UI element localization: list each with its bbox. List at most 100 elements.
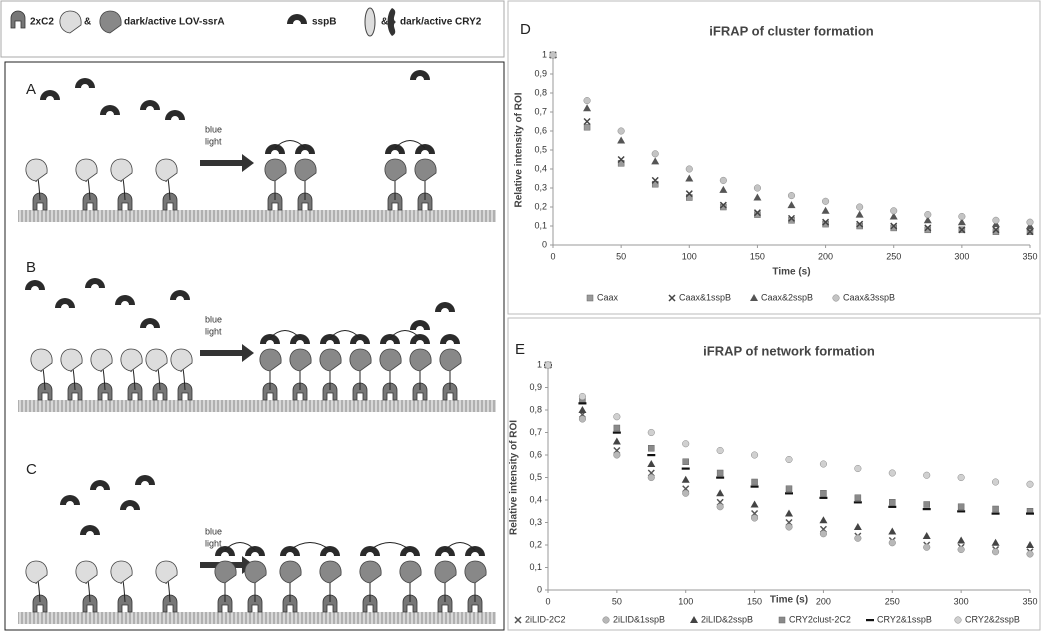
lov-protein	[170, 348, 193, 372]
cry2-shape	[364, 7, 376, 37]
x-tick-label: 350	[1022, 251, 1037, 261]
point	[1026, 480, 1034, 488]
chart-title: iFRAP of cluster formation	[709, 23, 874, 38]
point	[648, 445, 655, 452]
sspb	[115, 295, 135, 305]
point	[716, 503, 724, 511]
sspb	[55, 298, 75, 308]
legend-label: dark/active CRY2	[400, 17, 482, 28]
y-tick-label: 0,9	[529, 382, 542, 392]
point	[1026, 550, 1034, 558]
c2-domain	[37, 382, 53, 401]
c2-domain	[322, 382, 338, 401]
linker	[269, 330, 301, 339]
y-tick-label: 0,2	[529, 539, 542, 549]
y-tick-label: 0,5	[534, 144, 547, 154]
point	[992, 478, 1000, 486]
point	[822, 220, 829, 228]
point	[1026, 541, 1034, 548]
c2-domain	[127, 382, 143, 401]
lov-protein	[294, 158, 317, 182]
sspb	[435, 546, 455, 556]
diagram-box	[4, 61, 505, 631]
c2-domain	[402, 594, 418, 613]
point	[651, 176, 659, 184]
sspb	[410, 334, 430, 344]
x-tick-label: 150	[750, 251, 765, 261]
y-tick-label: 1	[537, 359, 542, 369]
point	[544, 361, 552, 369]
linker	[389, 330, 421, 339]
sspb	[120, 500, 140, 510]
sspb	[75, 78, 95, 88]
point	[720, 203, 727, 211]
point	[578, 402, 587, 405]
legend-label: 2xC2	[30, 17, 54, 28]
point	[787, 201, 796, 209]
y-tick-label: 0,5	[529, 472, 542, 482]
sspb	[80, 525, 100, 535]
y-tick-label: 0,3	[534, 182, 547, 192]
point	[682, 489, 690, 497]
point	[819, 460, 827, 468]
panel-label: C	[26, 461, 37, 478]
lov-protein	[259, 348, 282, 372]
lov-protein	[214, 560, 237, 584]
c2-domain	[67, 382, 83, 401]
lov-protein	[99, 10, 122, 34]
lov-protein	[155, 158, 178, 182]
x-tick-label: 250	[885, 596, 900, 606]
c2-domain	[417, 192, 433, 211]
point	[682, 440, 690, 448]
point	[992, 226, 1000, 234]
sspb	[295, 144, 315, 154]
point	[751, 514, 759, 522]
legend-label: Caax	[597, 292, 619, 302]
legend-label: &	[381, 17, 388, 28]
point	[612, 437, 621, 445]
sspb	[265, 144, 285, 154]
y-tick-label: 0,7	[534, 106, 547, 116]
sspb	[260, 334, 280, 344]
sspb	[140, 100, 160, 110]
point	[924, 224, 932, 232]
lov-protein	[90, 348, 113, 372]
x-tick-label: 250	[886, 251, 901, 261]
point	[923, 543, 931, 551]
point	[854, 494, 862, 501]
lov-protein	[319, 560, 342, 584]
c2-domain	[442, 382, 458, 401]
point	[751, 478, 758, 486]
point	[549, 51, 557, 59]
lov-protein	[414, 158, 437, 182]
point	[890, 222, 898, 230]
point	[583, 123, 591, 131]
point	[753, 193, 762, 201]
linker	[289, 542, 331, 551]
sspb	[140, 318, 160, 328]
point	[617, 136, 626, 144]
c2-domain	[162, 192, 178, 211]
linker	[224, 542, 256, 551]
sspb	[165, 110, 185, 120]
legend-label: Caax&2sspB	[761, 292, 813, 302]
sspb	[385, 144, 405, 154]
legend-label: dark/active LOV-ssrA	[124, 17, 225, 28]
panel-label: E	[515, 341, 525, 358]
legend-label: 2iLID&2sspB	[701, 614, 753, 624]
point	[681, 467, 690, 470]
point	[751, 451, 759, 459]
c2-domain	[82, 192, 98, 211]
point	[890, 224, 897, 232]
membrane	[18, 612, 496, 624]
point	[647, 460, 656, 467]
sspb	[350, 334, 370, 344]
point	[992, 505, 999, 513]
point	[888, 505, 897, 508]
point	[716, 476, 725, 479]
lov-protein	[289, 348, 312, 372]
point	[856, 220, 864, 228]
point	[651, 157, 660, 165]
point	[924, 211, 932, 219]
